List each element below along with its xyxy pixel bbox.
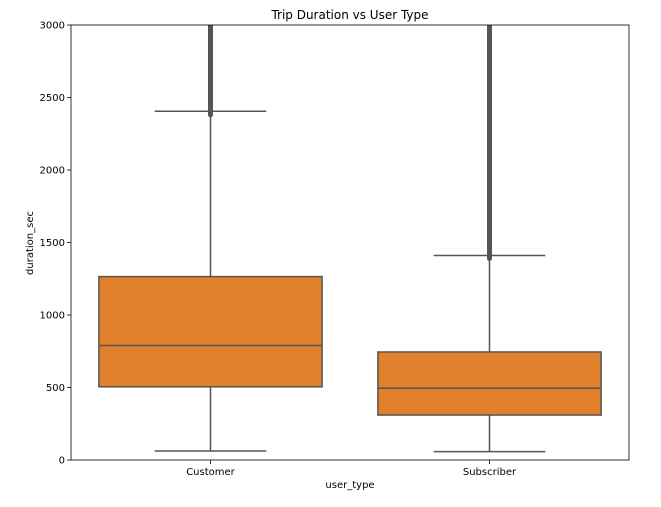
x-tick-label: Subscriber [463,467,517,478]
box-group [98,25,323,452]
x-tick-label: Customer [186,467,235,478]
outlier-points [208,25,213,118]
y-tick-label: 3000 [40,21,65,32]
x-axis-title: user_type [325,480,374,491]
outlier-point [208,112,213,118]
y-axis-title: duration_sec [25,211,36,275]
iqr-box [98,275,323,388]
y-tick-label: 2000 [40,166,65,177]
chart-title: Trip Duration vs User Type [270,8,428,22]
y-tick-label: 1500 [40,238,65,249]
y-tick-label: 500 [46,383,65,394]
x-axis: Customer Subscriber [186,460,517,478]
iqr-box [377,351,602,416]
box-group [377,25,602,453]
y-tick-label: 0 [59,456,65,467]
boxes-layer [98,25,602,453]
y-tick-label: 2500 [40,93,65,104]
outlier-points [487,25,492,261]
y-axis: 0 500 1000 1500 2000 2500 3000 [40,21,71,467]
y-tick-label: 1000 [40,311,65,322]
outlier-point [487,255,492,261]
